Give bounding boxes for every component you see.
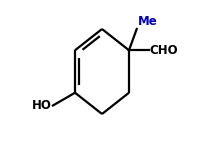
Text: HO: HO (32, 99, 51, 112)
Text: Me: Me (138, 15, 158, 28)
Text: CHO: CHO (150, 44, 178, 57)
